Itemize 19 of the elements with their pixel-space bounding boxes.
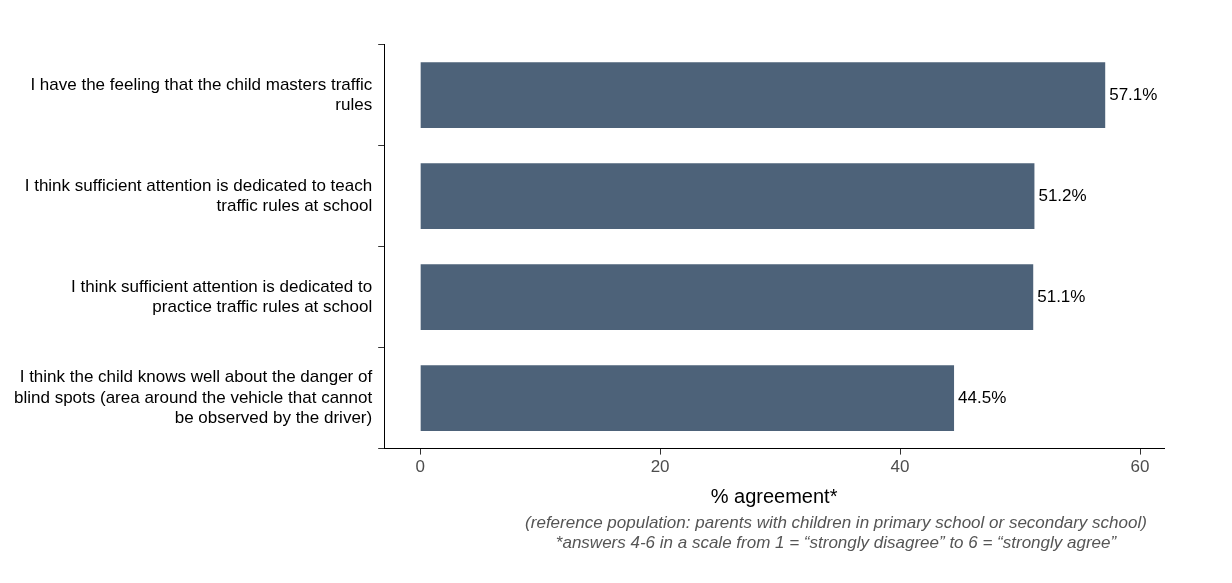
bar bbox=[420, 365, 955, 431]
data-label: 57.1% bbox=[1109, 84, 1158, 104]
bar bbox=[420, 62, 1106, 128]
x-tick-label: 0 bbox=[415, 457, 425, 477]
x-tick-label: 60 bbox=[1130, 457, 1150, 477]
y-tick-label: I think sufficient attention is dedicated to practice traffic rules at school bbox=[71, 276, 373, 316]
y-tick-label: I think the child knows well about the danger of blind spots (area around the vehicle that cannot be observed by the driver) bbox=[13, 367, 373, 428]
x-axis-title: % agreement* bbox=[710, 484, 838, 507]
x-tick-label: 20 bbox=[650, 457, 670, 477]
bar bbox=[420, 163, 1035, 229]
data-label: 44.5% bbox=[958, 387, 1007, 407]
data-label: 51.2% bbox=[1038, 185, 1087, 205]
data-label: 51.1% bbox=[1037, 286, 1086, 306]
text: (reference population: parents with children in primary school or secondary school) bbox=[524, 513, 1148, 533]
y-tick-label: I have the feeling that the child masters traffic rules bbox=[30, 74, 373, 114]
y-tick-label: I think sufficient attention is dedicated to teach traffic rules at school bbox=[24, 175, 373, 215]
x-tick-label: 40 bbox=[890, 457, 910, 477]
text: *answers 4-6 in a scale from 1 = “strongly disagree” to 6 = “strongly agree” bbox=[554, 533, 1118, 553]
bar bbox=[420, 264, 1034, 330]
